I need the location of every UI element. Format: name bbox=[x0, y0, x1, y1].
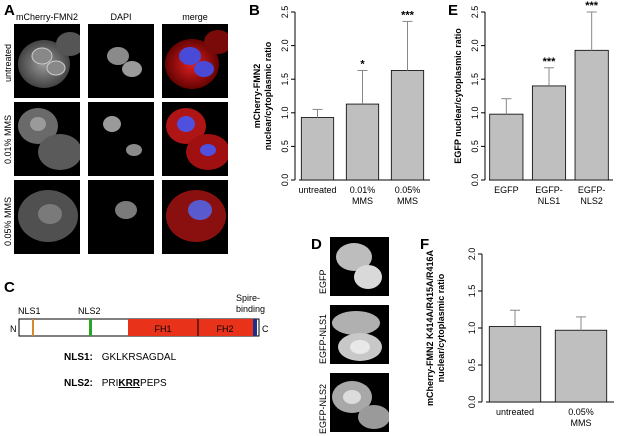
nls2-sequence-post: PEPS bbox=[140, 378, 167, 389]
bar bbox=[345, 103, 380, 181]
y-tick-label: 2.0 bbox=[467, 248, 477, 261]
bar bbox=[574, 49, 609, 181]
y-tick-label: 1.0 bbox=[280, 107, 290, 120]
x-tick-label: untreated bbox=[298, 185, 336, 195]
x-tick-label: NLS2 bbox=[580, 196, 603, 206]
bar bbox=[489, 113, 524, 181]
spire-binding-label-2: binding bbox=[236, 304, 265, 314]
panel-label-c: C bbox=[4, 279, 15, 296]
y-tick-label: 0.0 bbox=[470, 174, 480, 187]
bar bbox=[390, 70, 425, 181]
nls1-sequence-line: NLS1: GKLKRSAGDAL bbox=[64, 352, 176, 363]
nls2-sequence-core: KRR bbox=[118, 378, 141, 389]
y-tick-label: 2.5 bbox=[280, 6, 290, 19]
y-axis-label: mCherry-FMN2 bbox=[252, 64, 262, 129]
bar bbox=[531, 85, 567, 181]
y-tick-label: 1.5 bbox=[280, 73, 290, 86]
micrograph-005mms-merge bbox=[162, 180, 228, 254]
column-header-merge: merge bbox=[182, 12, 208, 22]
y-tick-label: 1.0 bbox=[470, 107, 480, 120]
panel-label-e: E bbox=[448, 2, 459, 19]
micrograph-egfp-nls2 bbox=[330, 373, 389, 432]
fh1-label: FH1 bbox=[154, 324, 171, 334]
y-tick-label: 0.0 bbox=[280, 174, 290, 187]
x-tick-label: 0.05% bbox=[395, 185, 421, 195]
x-tick-label: 0.05% bbox=[568, 407, 594, 417]
x-tick-label: MMS bbox=[397, 196, 418, 206]
y-axis-label: nuclear/cytoplasmic ratio bbox=[263, 41, 273, 150]
x-tick-label: EGFP bbox=[494, 185, 519, 195]
panel-label-f: F bbox=[420, 236, 430, 253]
bar bbox=[488, 326, 542, 403]
y-tick-label: 2.0 bbox=[470, 39, 480, 52]
fh2-label: FH2 bbox=[216, 324, 233, 334]
chart-panel-b: 0.0 0.5 1.0 1.5 2.0 2.5 mCherry-FMN2 nuclear/cy… bbox=[252, 6, 430, 206]
nls1-label: NLS1: bbox=[64, 352, 93, 363]
x-tick-label: EGFP- bbox=[578, 185, 606, 195]
fh1-domain bbox=[128, 319, 198, 336]
bar bbox=[300, 117, 335, 181]
nls2-label: NLS2: bbox=[64, 378, 93, 389]
y-tick-label: 1.5 bbox=[467, 285, 477, 298]
y-tick-label: 0.0 bbox=[467, 396, 477, 409]
nls1-sequence: GKLKRSAGDAL bbox=[101, 352, 177, 363]
panel-label-b: B bbox=[249, 2, 260, 19]
row-label-005-mms: 0.05% MMS bbox=[3, 196, 13, 246]
spire-binding-marker bbox=[253, 319, 257, 336]
panel-label-d: D bbox=[311, 236, 322, 253]
y-tick-label: 2.5 bbox=[470, 6, 480, 19]
y-axis-label: nuclear/cytoplasmic ratio bbox=[436, 273, 446, 382]
significance-label: *** bbox=[585, 0, 599, 12]
nls2-sequence-line: NLS2: PRIKRRPEPS bbox=[64, 378, 167, 389]
significance-label: *** bbox=[543, 56, 557, 68]
micrograph-001mms-merge bbox=[162, 102, 228, 176]
micrograph-005mms-mcherry bbox=[14, 180, 80, 254]
significance-label: * bbox=[360, 58, 365, 70]
micrograph-untreated-dapi bbox=[88, 24, 154, 98]
row-label-001-mms: 0.01% MMS bbox=[3, 114, 13, 164]
fmn2-domain-diagram: N C NLS1 NLS2 FH1 FH2 Spire- binding bbox=[10, 293, 269, 337]
n-terminus-label: N bbox=[10, 324, 17, 334]
x-tick-label: MMS bbox=[352, 196, 373, 206]
significance-label: *** bbox=[401, 9, 415, 21]
y-tick-label: 0.5 bbox=[470, 140, 480, 153]
nls2-sequence-pre: PRI bbox=[101, 378, 119, 389]
x-tick-label: EGFP- bbox=[535, 185, 563, 195]
micrograph-001mms-mcherry bbox=[14, 102, 80, 176]
micrograph-egfp-nls1 bbox=[330, 305, 389, 364]
d-row-label-egfp-nls2: EGFP-NLS2 bbox=[318, 383, 328, 434]
micrograph-egfp bbox=[330, 237, 389, 296]
y-tick-label: 1.0 bbox=[467, 322, 477, 335]
spire-binding-label-1: Spire- bbox=[236, 293, 260, 303]
nls2-marker bbox=[89, 319, 92, 336]
chart-panel-e: 0.0 0.5 1.0 1.5 2.0 2.5 EGFP nuclear/cytoplasm… bbox=[453, 0, 613, 206]
y-tick-label: 0.5 bbox=[467, 359, 477, 372]
d-row-label-egfp-nls1: EGFP-NLS1 bbox=[318, 313, 328, 364]
micrograph-001mms-dapi bbox=[88, 102, 154, 176]
column-header-dapi: DAPI bbox=[110, 12, 132, 22]
d-row-label-egfp: EGFP bbox=[318, 269, 328, 294]
x-tick-label: MMS bbox=[571, 418, 592, 428]
bar bbox=[554, 329, 608, 403]
y-tick-label: 2.0 bbox=[280, 39, 290, 52]
x-tick-label: NLS1 bbox=[538, 196, 561, 206]
y-tick-label: 1.5 bbox=[470, 73, 480, 86]
y-tick-label: 0.5 bbox=[280, 140, 290, 153]
nls2-domain-label: NLS2 bbox=[78, 306, 101, 316]
nls1-domain-label: NLS1 bbox=[18, 306, 41, 316]
y-axis-label: EGFP nuclear/cytoplasmic ratio bbox=[453, 28, 463, 164]
micrograph-005mms-dapi bbox=[88, 180, 154, 254]
micrograph-untreated-merge bbox=[162, 24, 228, 98]
panel-label-a: A bbox=[4, 2, 15, 19]
y-axis-label: mCherry-FMN2 K414A/R415A/R416A bbox=[425, 249, 435, 406]
row-label-untreated: untreated bbox=[3, 43, 13, 82]
x-tick-label: untreated bbox=[496, 407, 534, 417]
fh2-domain bbox=[198, 319, 253, 336]
column-header-mcherry: mCherry-FMN2 bbox=[16, 12, 78, 22]
nls1-marker bbox=[32, 319, 34, 336]
chart-panel-f: 0.0 0.5 1.0 1.5 2.0 mCherry-FMN2 K414A/R415A/… bbox=[425, 248, 614, 428]
micrograph-untreated-mcherry bbox=[14, 24, 80, 98]
x-tick-label: 0.01% bbox=[350, 185, 376, 195]
c-terminus-label: C bbox=[262, 324, 269, 334]
